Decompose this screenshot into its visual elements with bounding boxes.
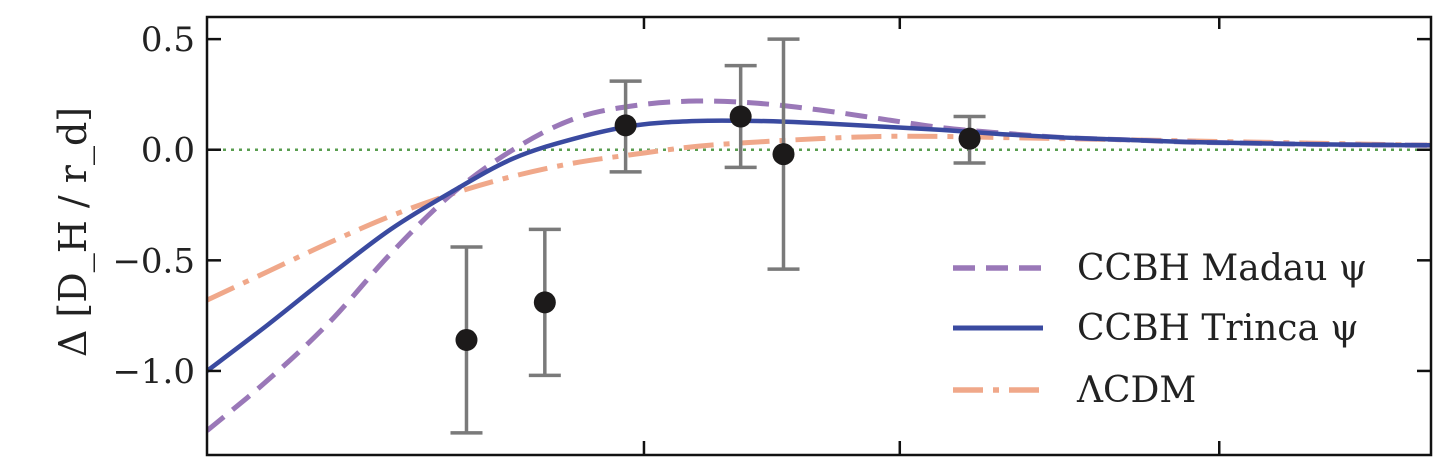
data-point-3 (609, 79, 642, 174)
legend-entry-2: CCBH Trinca ψ (953, 308, 1359, 349)
axis-ticks: 0.5 0.0 −0.5 −1.0 (112, 17, 1431, 455)
data-point-2 (528, 227, 561, 378)
y-axis-label: Δ [D_H / r_d] (51, 107, 96, 357)
y-tick-label: 0.0 (141, 131, 195, 171)
legend-label: CCBH Madau ψ (1077, 248, 1367, 289)
plot-frame (205, 15, 1433, 457)
data-point-1 (450, 245, 483, 435)
series-line-3 (207, 133, 1431, 303)
legend: CCBH Madau ψ CCBH Trinca ψ ΛCDM (953, 248, 1367, 411)
y-tick-label: −0.5 (112, 241, 195, 281)
y-tick-label: 0.5 (141, 20, 195, 60)
data-points-layer (450, 37, 986, 435)
data-point-marker (958, 127, 981, 150)
data-point-4 (724, 63, 757, 170)
data-point-marker (455, 328, 478, 351)
data-point-marker (729, 105, 752, 128)
legend-label: ΛCDM (1076, 370, 1196, 411)
legend-entry-3: ΛCDM (953, 370, 1196, 411)
data-point-marker (614, 114, 637, 137)
data-point-marker (772, 143, 795, 166)
series-line-2 (207, 118, 1431, 373)
data-point-5 (767, 37, 800, 271)
y-tick-label: −1.0 (112, 352, 195, 392)
data-point-6 (953, 114, 986, 165)
legend-entry-1: CCBH Madau ψ (953, 248, 1367, 289)
series-layer (207, 98, 1431, 433)
legend-label: CCBH Trinca ψ (1077, 308, 1359, 349)
data-point-marker (533, 291, 556, 314)
